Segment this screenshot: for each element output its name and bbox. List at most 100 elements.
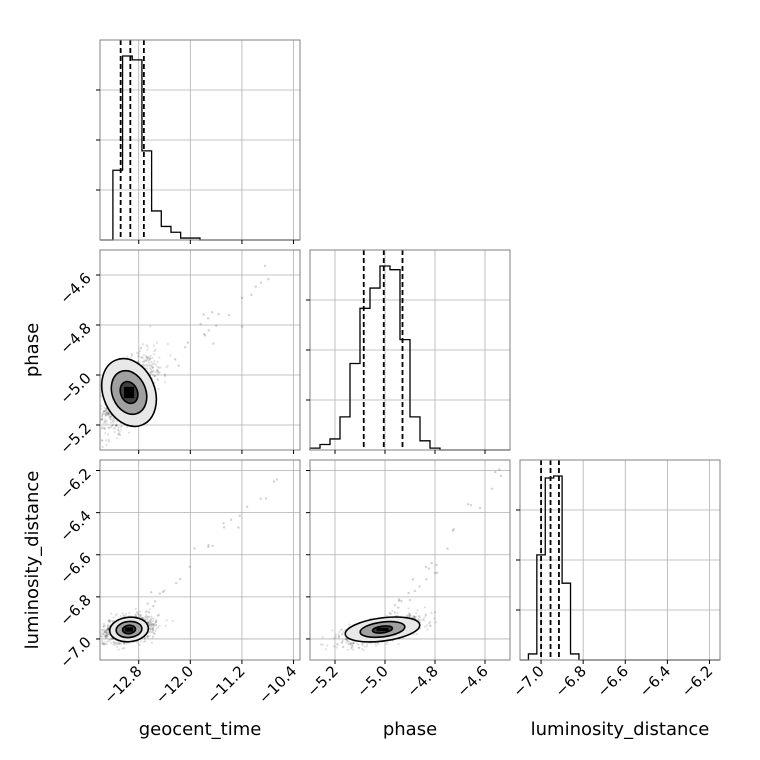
- sample-point: [152, 623, 156, 626]
- sample-point: [349, 642, 352, 645]
- sample-point: [103, 410, 106, 413]
- sample-point: [105, 631, 108, 634]
- sample-point: [95, 634, 97, 636]
- sample-point: [128, 431, 131, 434]
- sample-point: [165, 619, 168, 622]
- sample-point: [145, 356, 148, 359]
- sample-point: [400, 599, 403, 603]
- sample-point: [95, 402, 97, 404]
- sample-point: [152, 635, 155, 638]
- sample-point: [423, 606, 427, 609]
- sample-point: [152, 619, 155, 623]
- sample-point: [102, 642, 105, 645]
- sample-point: [104, 634, 107, 638]
- sample-point: [119, 426, 122, 429]
- sample-point: [137, 359, 140, 363]
- sample-point: [148, 361, 151, 365]
- sample-point: [113, 419, 116, 422]
- sample-point: [105, 634, 108, 637]
- sample-point: [418, 615, 421, 618]
- sample-point: [141, 343, 145, 346]
- contour-line-0: [121, 624, 137, 635]
- sample-point: [149, 622, 153, 626]
- sample-point: [149, 618, 153, 621]
- sample-point: [416, 609, 419, 612]
- sample-point: [101, 642, 104, 645]
- sample-point: [105, 419, 108, 423]
- sample-point: [148, 623, 152, 627]
- sample-point: [126, 355, 129, 358]
- sample-point: [151, 366, 155, 369]
- sample-point: [103, 624, 106, 627]
- sample-point: [121, 612, 124, 615]
- sample-point: [229, 518, 233, 522]
- sample-point: [152, 604, 155, 608]
- sample-point: [111, 638, 114, 641]
- sample-point: [109, 416, 112, 419]
- sample-point: [149, 370, 153, 373]
- sample-point: [101, 445, 104, 448]
- sample-point: [151, 370, 154, 374]
- sample-point: [446, 547, 449, 550]
- sample-point: [152, 617, 155, 620]
- sample-point: [173, 358, 177, 361]
- sample-point: [107, 627, 110, 630]
- sample-point: [342, 645, 345, 648]
- sample-point: [100, 634, 103, 638]
- sample-point: [374, 642, 377, 645]
- sample-point: [149, 364, 152, 368]
- sample-point: [104, 418, 107, 421]
- sample-point: [103, 420, 106, 423]
- sample-point: [146, 367, 149, 370]
- sample-point: [139, 614, 142, 617]
- sample-point: [105, 422, 108, 425]
- sample-point: [91, 636, 93, 638]
- sample-point: [112, 641, 116, 644]
- sample-point: [97, 626, 99, 628]
- sample-point: [118, 642, 121, 645]
- sample-point: [139, 356, 142, 359]
- sample-point: [106, 623, 110, 626]
- sample-point: [478, 506, 482, 510]
- sample-point: [270, 235, 272, 237]
- sample-point: [155, 620, 158, 623]
- panel-geocent_time-vs-phase: [95, 235, 301, 454]
- sample-point: [105, 407, 108, 410]
- sample-point: [106, 631, 109, 634]
- sample-point: [156, 370, 159, 373]
- sample-point: [345, 639, 349, 642]
- sample-point: [108, 621, 112, 624]
- sample-point: [149, 590, 153, 594]
- sample-point: [104, 631, 108, 634]
- sample-point: [96, 417, 98, 419]
- sample-point: [407, 614, 411, 617]
- sample-point: [148, 630, 151, 633]
- sample-point: [104, 409, 107, 412]
- hist-panel-geocent_time: [96, 39, 301, 244]
- sample-point: [123, 642, 126, 645]
- sample-point: [351, 644, 354, 647]
- sample-point: [144, 613, 148, 617]
- sample-point: [347, 640, 351, 643]
- sample-point: [151, 626, 154, 629]
- sample-point: [101, 413, 104, 416]
- sample-point: [107, 627, 110, 631]
- sample-point: [435, 563, 438, 567]
- sample-point: [106, 411, 110, 414]
- x-tick-label: −6.6: [594, 662, 632, 700]
- sample-point: [107, 438, 110, 441]
- sample-point: [103, 410, 106, 413]
- sample-point: [145, 635, 149, 638]
- sample-point: [214, 324, 218, 327]
- sample-point: [105, 410, 108, 413]
- sample-point: [101, 418, 104, 421]
- sample-point: [145, 616, 148, 619]
- sample-point: [111, 620, 114, 623]
- contour-line-1: [359, 620, 406, 639]
- sample-point: [111, 420, 114, 423]
- sample-point: [155, 619, 158, 622]
- sample-point: [101, 415, 104, 418]
- sample-point: [149, 621, 152, 624]
- sample-point: [237, 526, 240, 529]
- sample-point: [346, 639, 349, 643]
